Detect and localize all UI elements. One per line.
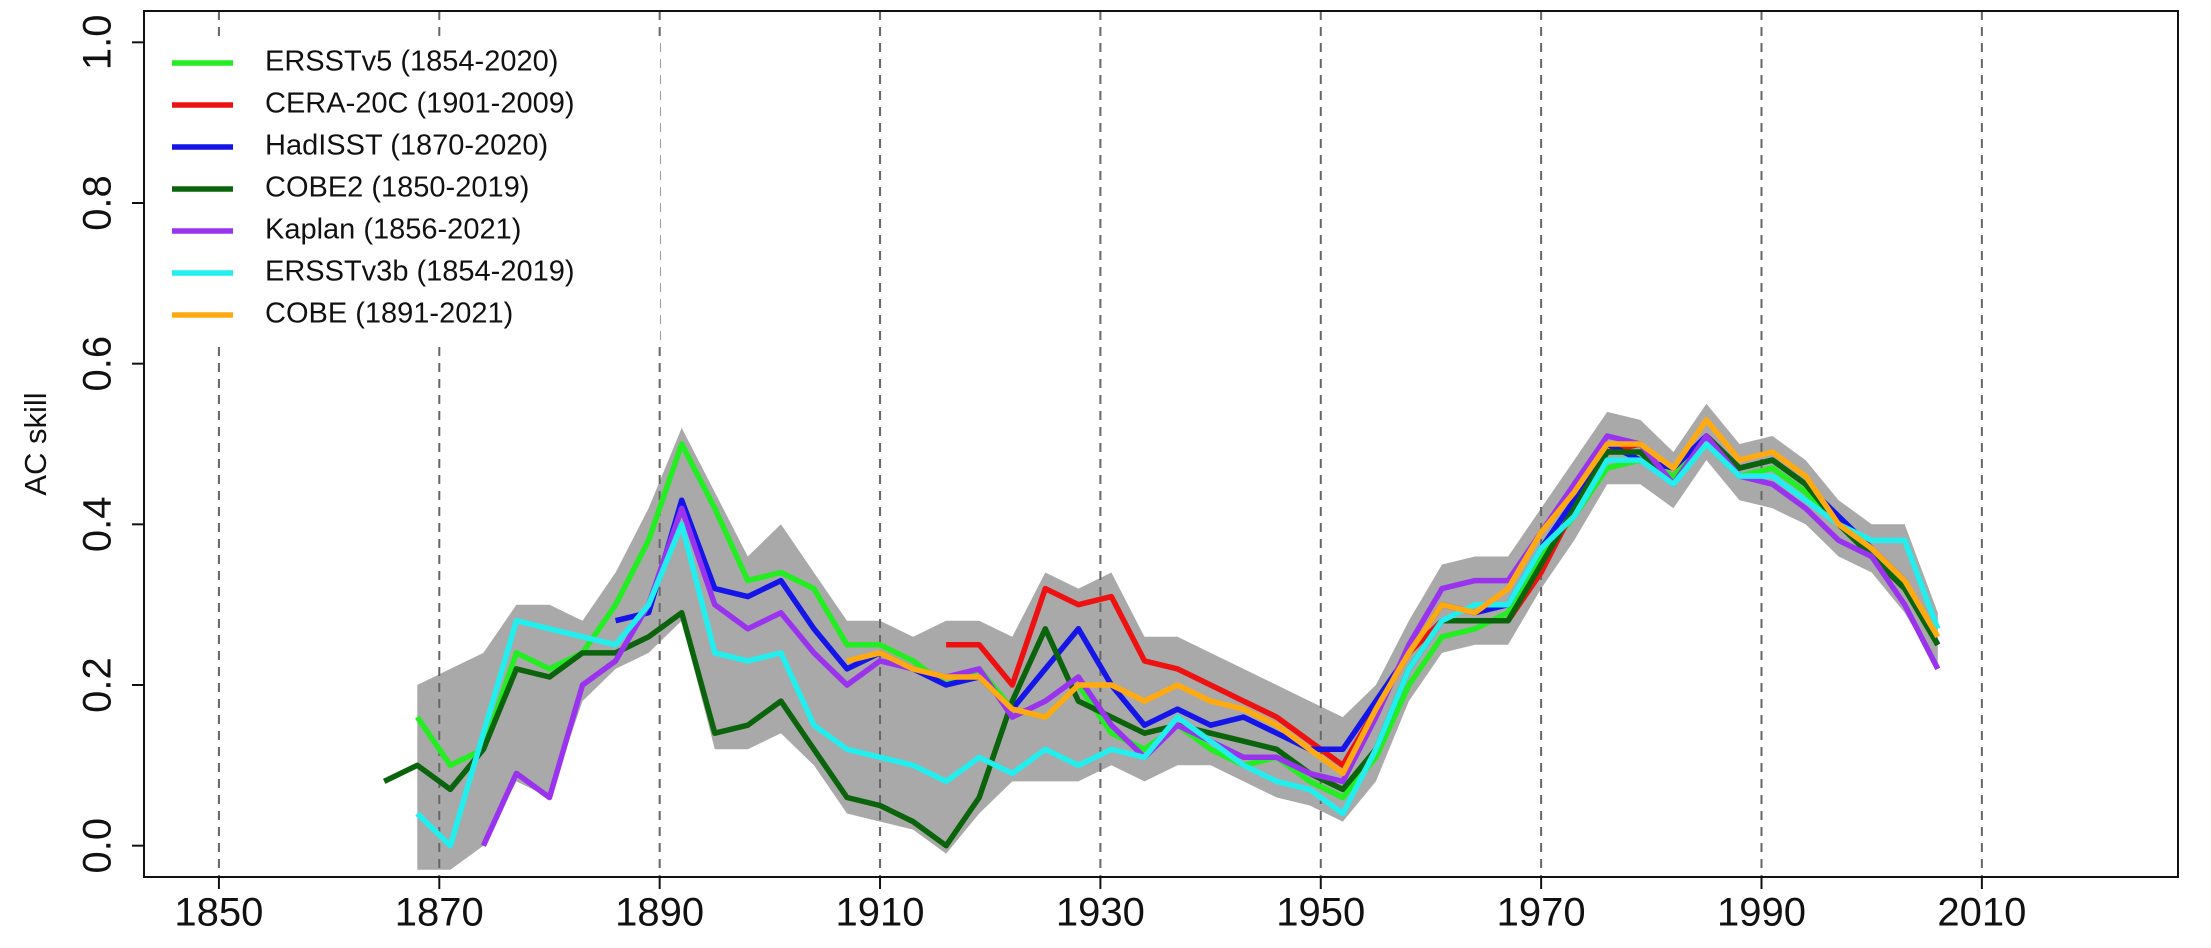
x-tick-label: 1910 (836, 891, 925, 935)
legend-box (150, 40, 660, 340)
plot-frame (143, 10, 2179, 878)
y-tick-label: 0.4 (76, 497, 120, 553)
series-line (415, 441, 1941, 849)
legend: ERSSTv5 (1854-2020) CERA-20C (1901-2009) H… (150, 40, 660, 340)
y-tick-label: 0.0 (76, 818, 120, 874)
plot-area (217, 11, 1983, 877)
legend-label: ERSSTv3b (1854-2019) (265, 256, 575, 288)
y-tick-label: 0.8 (76, 175, 120, 231)
legend-label: COBE2 (1850-2019) (265, 172, 529, 204)
y-tick-label: 0.6 (76, 336, 120, 392)
x-tick-label: 1950 (1276, 891, 1365, 935)
series-line (846, 417, 1941, 777)
x-tick-label: 1990 (1717, 891, 1806, 935)
legend-label: ERSSTv5 (1854-2020) (265, 46, 558, 78)
legend-label: Kaplan (1856-2021) (265, 214, 521, 246)
y-tick-label: 1.0 (76, 15, 120, 71)
legend-label: COBE (1891-2021) (265, 298, 513, 330)
x-tick-label: 2010 (1937, 891, 2026, 935)
legend-label: CERA-20C (1901-2009) (265, 88, 574, 120)
legend-label: HadISST (1870-2020) (265, 130, 548, 162)
x-tick-label: 1870 (395, 891, 484, 935)
y-tick-label: 0.2 (76, 657, 120, 713)
x-tick-label: 1850 (174, 891, 263, 935)
y-axis-title: AC skill (18, 392, 53, 495)
x-tick-label: 1970 (1497, 891, 1586, 935)
x-tick-label: 1890 (615, 891, 704, 935)
x-tick-label: 1930 (1056, 891, 1145, 935)
